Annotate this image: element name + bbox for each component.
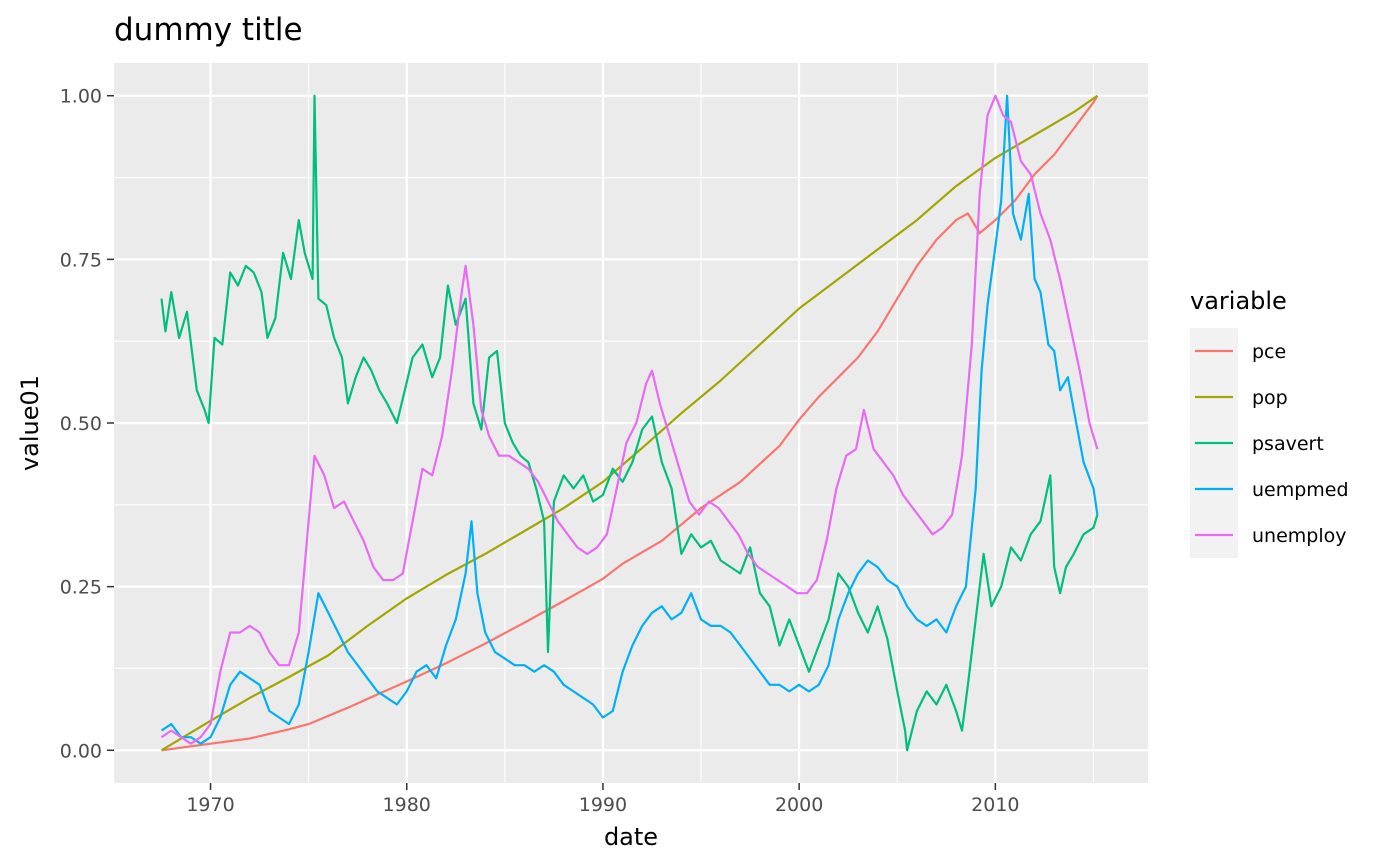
axis-ticks: 1970 1980 1990 2000 2010 0.00 0.25 0.50 0.75 1.00 — [60, 86, 1020, 816]
legend: variable pce pop psavert uempmed unemploy — [1190, 287, 1349, 558]
y-axis-title: value01 — [16, 375, 44, 471]
legend-label-unemploy: unemploy — [1252, 525, 1347, 547]
series-line-unemploy — [160, 94, 1099, 745]
legend-label-pce: pce — [1252, 341, 1286, 363]
legend-label-psavert: psavert — [1252, 433, 1324, 455]
y-tick-label: 0.50 — [60, 413, 102, 435]
x-tick-label: 1980 — [383, 794, 431, 816]
series-line-psavert — [160, 94, 1099, 752]
y-tick-label: 0.00 — [60, 740, 102, 762]
x-tick-label: 1990 — [579, 794, 627, 816]
series-line-pce — [161, 95, 1099, 752]
y-tick-label: 0.25 — [60, 577, 102, 599]
x-tick-label: 1970 — [186, 794, 234, 816]
x-tick-label: 2000 — [775, 794, 823, 816]
series-lines — [160, 94, 1099, 752]
series-line-pop — [160, 94, 1099, 752]
y-tick-label: 0.75 — [60, 249, 102, 271]
x-axis-title: date — [604, 823, 658, 851]
grid-lines — [114, 63, 1148, 783]
series-line-uempmed — [160, 94, 1099, 745]
legend-title: variable — [1190, 287, 1287, 315]
legend-label-pop: pop — [1252, 387, 1288, 409]
x-tick-label: 2010 — [971, 794, 1019, 816]
chart-title: dummy title — [114, 12, 303, 48]
y-tick-label: 1.00 — [60, 86, 102, 108]
legend-label-uempmed: uempmed — [1252, 479, 1349, 501]
